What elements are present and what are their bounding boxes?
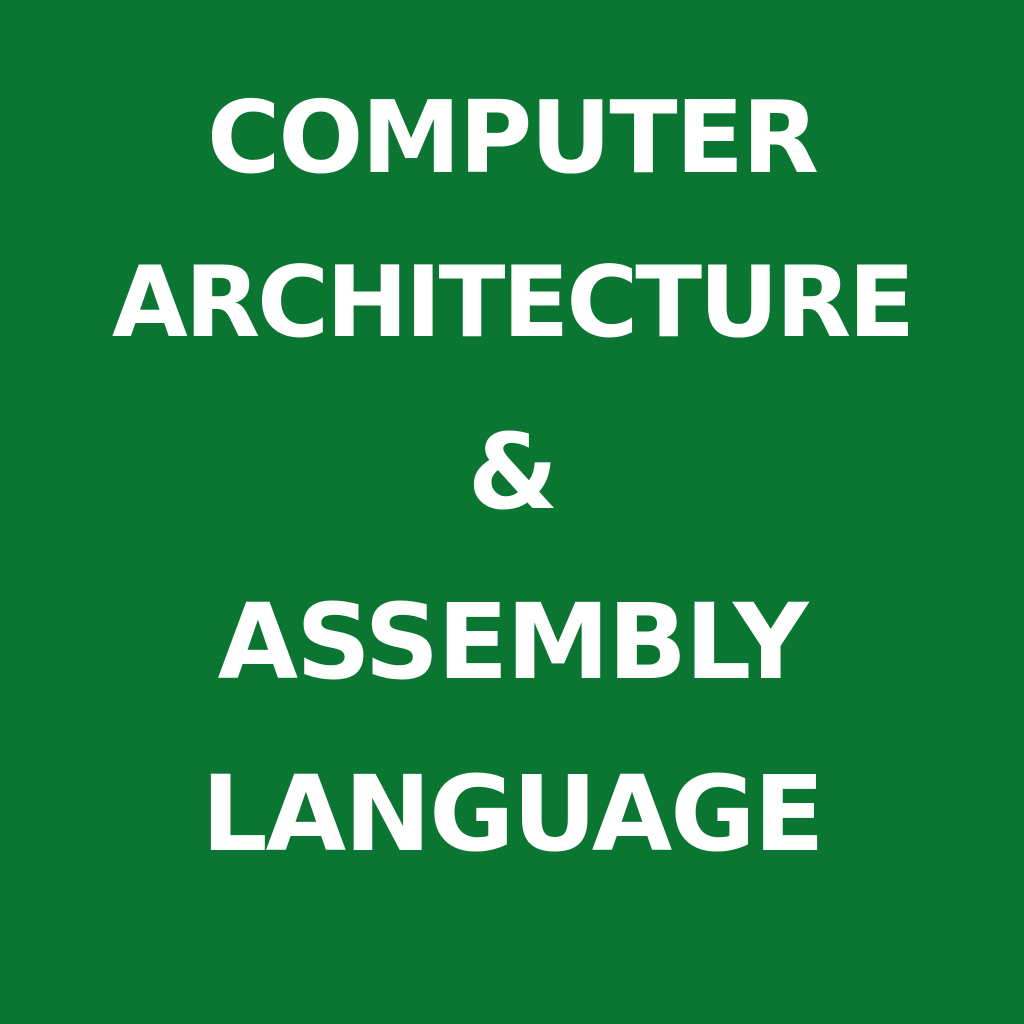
title-line-architecture: ARCHITECTURE — [111, 246, 915, 360]
title-line-assembly: ASSEMBLY — [217, 581, 809, 703]
title-line-ampersand: & — [467, 411, 559, 533]
title-line-language: LANGUAGE — [201, 753, 824, 875]
title-line-computer: COMPUTER — [207, 79, 819, 196]
